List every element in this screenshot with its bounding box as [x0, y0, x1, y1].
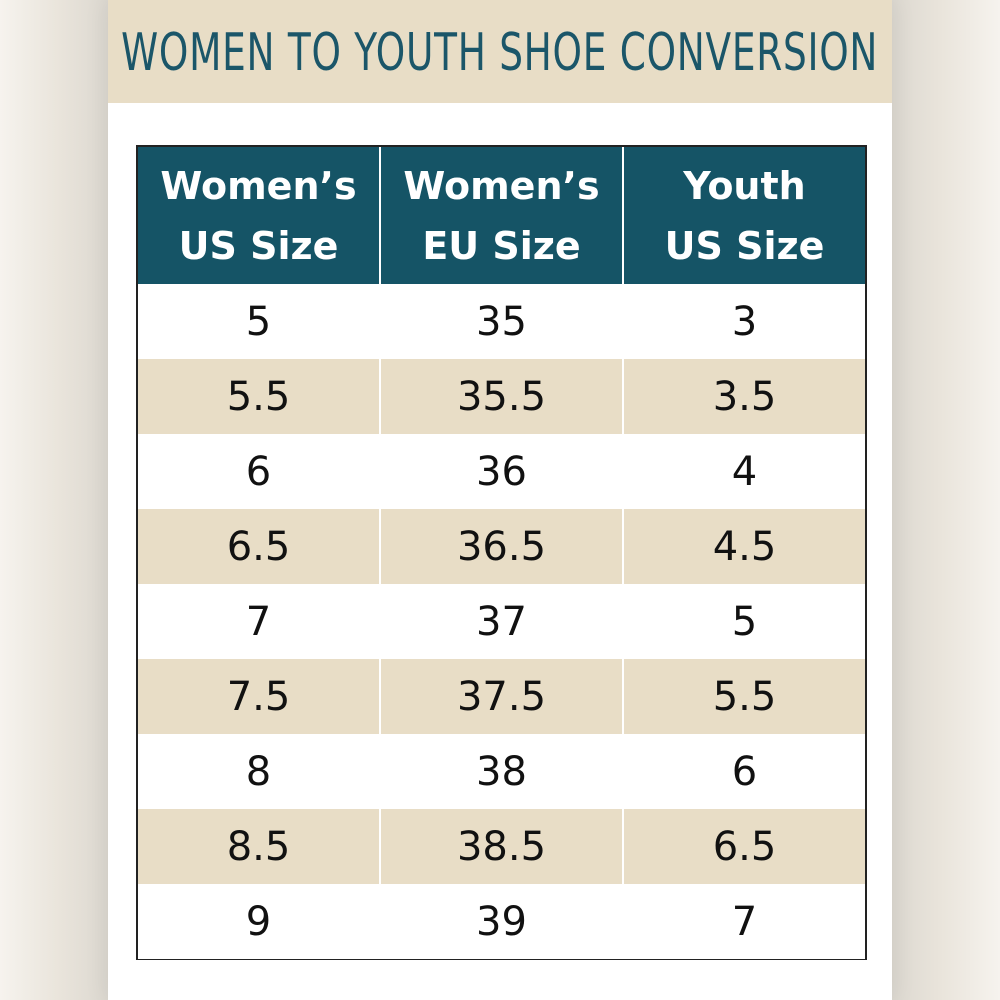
youth-us-cell: 5.5 [622, 659, 865, 734]
youth-us-cell: 5 [622, 584, 865, 659]
youth-us-cell: 6.5 [622, 809, 865, 884]
conversion-table: Women’s US Size Women’s EU Size Youth US… [136, 145, 867, 960]
womens-eu-cell: 39 [379, 884, 622, 959]
table-row: 7.5 37.5 5.5 [138, 659, 865, 734]
table-header-row: Women’s US Size Women’s EU Size Youth US… [138, 147, 865, 284]
table-row: 8.5 38.5 6.5 [138, 809, 865, 884]
table-row: 6 36 4 [138, 434, 865, 509]
table-row: 9 39 7 [138, 884, 865, 959]
youth-us-cell: 4 [622, 434, 865, 509]
womens-eu-cell: 38 [379, 734, 622, 809]
table-row: 5 35 3 [138, 284, 865, 359]
womens-eu-cell: 36 [379, 434, 622, 509]
womens-us-cell: 7 [245, 598, 272, 645]
table-row: 5.5 35.5 3.5 [138, 359, 865, 434]
womens-us-cell: 6 [245, 448, 272, 495]
youth-us-cell: 6 [622, 734, 865, 809]
table-row: 7 37 5 [138, 584, 865, 659]
womens-eu-cell: 38.5 [379, 809, 622, 884]
header-womens-eu-size: Women’s EU Size [379, 147, 622, 284]
womens-eu-cell: 37.5 [379, 659, 622, 734]
womens-us-cell: 6.5 [226, 523, 291, 570]
womens-us-cell: 8.5 [226, 823, 291, 870]
header-womens-us-size: Women’s US Size [160, 163, 357, 268]
womens-eu-cell: 35.5 [379, 359, 622, 434]
womens-us-cell: 7.5 [226, 673, 291, 720]
youth-us-cell: 3 [622, 284, 865, 359]
page-title: WOMEN TO YOUTH SHOE CONVERSION [121, 22, 879, 83]
table-body: 5 35 3 5.5 35.5 3.5 6 36 4 6.5 36.5 4.5 … [138, 284, 865, 959]
conversion-card: WOMEN TO YOUTH SHOE CONVERSION Women’s U… [108, 0, 892, 1000]
womens-us-cell: 8 [245, 748, 272, 795]
womens-eu-cell: 36.5 [379, 509, 622, 584]
womens-us-cell: 5 [245, 298, 272, 345]
header-youth-us-size: Youth US Size [622, 147, 865, 284]
womens-us-cell: 5.5 [226, 373, 291, 420]
table-row: 8 38 6 [138, 734, 865, 809]
womens-eu-cell: 37 [379, 584, 622, 659]
title-banner: WOMEN TO YOUTH SHOE CONVERSION [108, 0, 892, 103]
womens-eu-cell: 35 [379, 284, 622, 359]
youth-us-cell: 3.5 [622, 359, 865, 434]
table-row: 6.5 36.5 4.5 [138, 509, 865, 584]
youth-us-cell: 7 [622, 884, 865, 959]
womens-us-cell: 9 [245, 898, 272, 945]
youth-us-cell: 4.5 [622, 509, 865, 584]
